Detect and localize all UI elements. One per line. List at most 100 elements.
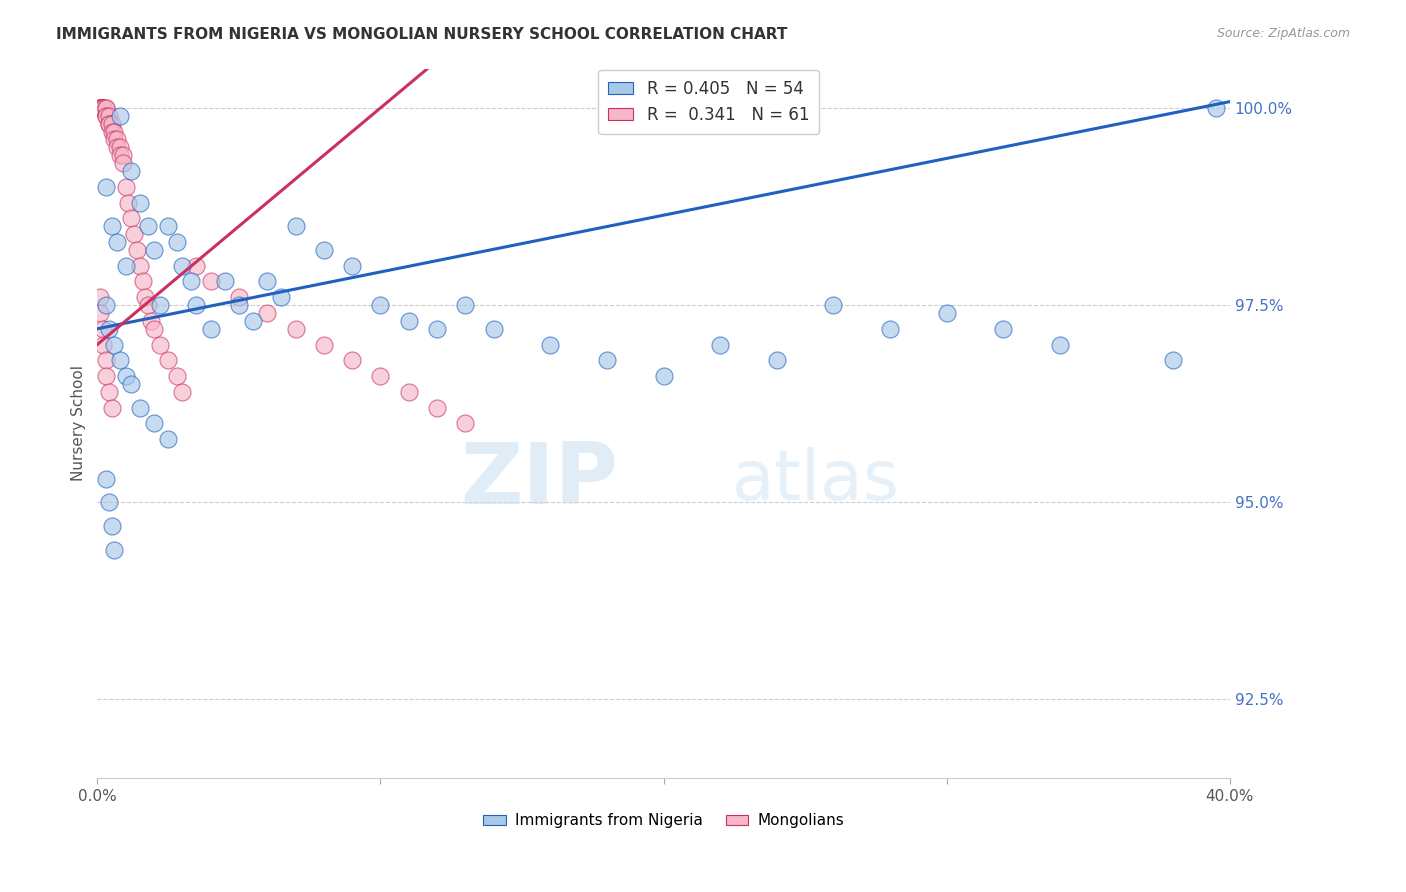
Point [136,298,159,312]
Point [765,353,787,368]
Point [111,148,134,162]
Point [108,140,131,154]
Point [482,322,505,336]
Point [94,109,117,123]
Point [157,353,180,368]
Legend: Immigrants from Nigeria, Mongolians: Immigrants from Nigeria, Mongolians [477,807,851,834]
Point [114,259,136,273]
Point [284,219,307,234]
Point [143,322,166,336]
Point [91,322,114,336]
Point [89,101,111,115]
Point [100,519,122,533]
Point [100,125,122,139]
Point [149,337,172,351]
Point [166,235,188,249]
Point [97,109,120,123]
Point [94,353,117,368]
Point [340,259,363,273]
Point [143,243,166,257]
Point [91,101,114,115]
Point [157,219,180,234]
Point [709,337,731,351]
Point [91,101,114,115]
Text: atlas: atlas [731,447,900,514]
Point [94,298,117,312]
Point [134,290,156,304]
Point [200,275,222,289]
Point [103,337,125,351]
Point [97,117,120,131]
Point [1161,353,1184,368]
Point [108,353,131,368]
Point [111,156,134,170]
Point [108,109,131,123]
Point [103,542,125,557]
Point [108,148,131,162]
Point [166,369,188,384]
Point [120,164,142,178]
Point [94,101,117,115]
Point [270,290,292,304]
Point [91,101,114,115]
Point [91,101,114,115]
Point [312,337,335,351]
Point [91,101,114,115]
Point [214,275,236,289]
Point [105,140,128,154]
Point [94,472,117,486]
Point [1205,101,1227,115]
Point [89,101,111,115]
Point [128,259,150,273]
Point [157,432,180,446]
Point [256,275,278,289]
Point [125,243,148,257]
Point [340,353,363,368]
Point [97,322,120,336]
Point [228,290,250,304]
Point [94,109,117,123]
Point [398,314,420,328]
Point [97,495,120,509]
Point [94,179,117,194]
Point [94,369,117,384]
Point [398,384,420,399]
Point [172,384,194,399]
Y-axis label: Nursery School: Nursery School [72,366,86,482]
Point [538,337,561,351]
Point [97,384,120,399]
Point [89,101,111,115]
Point [1049,337,1071,351]
Point [128,401,150,415]
Text: IMMIGRANTS FROM NIGERIA VS MONGOLIAN NURSERY SCHOOL CORRELATION CHART: IMMIGRANTS FROM NIGERIA VS MONGOLIAN NUR… [56,27,787,42]
Point [97,117,120,131]
Point [89,101,111,115]
Point [136,219,159,234]
Point [100,117,122,131]
Point [94,101,117,115]
Point [100,401,122,415]
Point [117,195,139,210]
Point [122,227,145,241]
Point [180,275,202,289]
Point [131,275,153,289]
Point [149,298,172,312]
Point [128,195,150,210]
Point [186,259,208,273]
Point [89,306,111,320]
Point [426,322,449,336]
Point [172,259,194,273]
Point [454,417,477,431]
Point [454,298,477,312]
Point [370,298,392,312]
Point [103,132,125,146]
Point [139,314,162,328]
Point [120,376,142,391]
Point [256,306,278,320]
Point [103,125,125,139]
Point [242,314,264,328]
Text: Source: ZipAtlas.com: Source: ZipAtlas.com [1216,27,1350,40]
Point [823,298,845,312]
Point [143,417,166,431]
Point [935,306,957,320]
